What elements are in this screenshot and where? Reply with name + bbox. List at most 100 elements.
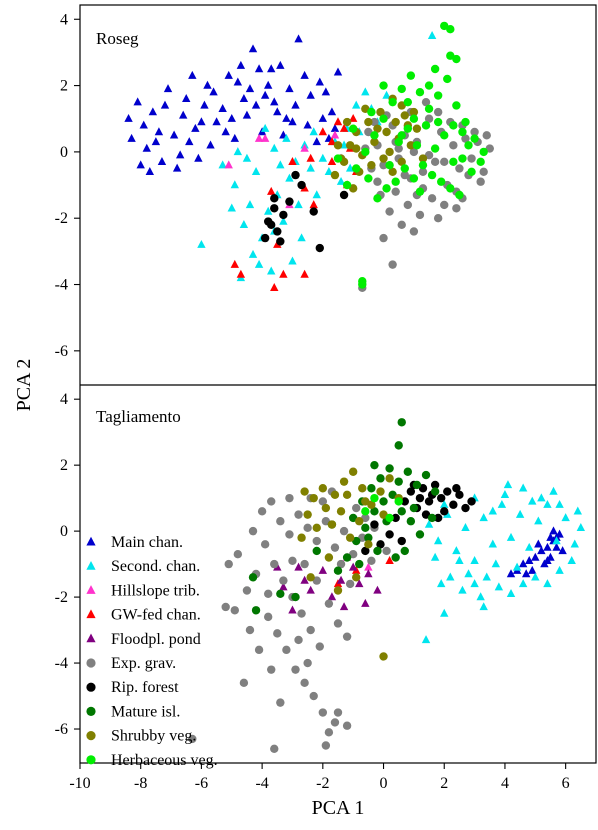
point-shrubby-veg [318,484,328,493]
point-second-chan [497,499,507,508]
point-shrubby-veg [379,652,388,661]
point-shrubby-veg [339,477,349,486]
point-herbaceous-veg [430,144,440,153]
point-shrubby-veg [333,586,343,595]
point-herbaceous-veg [367,107,376,117]
point-second-chan [440,608,449,617]
point-second-chan [567,556,576,564]
x-tick-label: 6 [562,775,570,792]
point-shrubby-veg [412,124,422,133]
point-main-chan [248,44,258,53]
point-rip-forest [270,204,279,213]
point-second-chan [531,572,540,581]
point-mature-isl [248,573,258,582]
point-shrubby-veg [382,127,391,137]
point-rip-forest [339,190,349,200]
point-herbaceous-veg [373,194,382,203]
point-main-chan [145,167,155,175]
point-second-chan [525,542,534,551]
point-main-chan [303,120,312,129]
x-axis: -10 -8 -6 -4 -2 0 2 4 6 [69,763,570,792]
point-rip-forest [452,484,461,493]
point-exp-grav [294,635,303,645]
point-second-chan [552,536,561,545]
point-exp-grav [421,97,431,107]
point-second-chan [446,572,455,581]
point-second-chan [470,556,479,564]
point-floodpl-pond [279,582,288,591]
point-exp-grav [303,658,312,668]
point-exp-grav [245,625,255,635]
point-main-chan [543,542,552,551]
point-second-chan [506,589,516,597]
point-shrubby-veg [409,107,419,117]
legend-label-exp-grav: Exp. grav. [111,655,176,672]
point-exp-grav [397,220,406,230]
x-tick-label: 4 [501,775,509,792]
point-exp-grav [300,559,309,569]
x-tick-label: -6 [195,775,208,792]
point-second-chan [437,579,446,588]
point-mature-isl [355,559,364,569]
point-shrubby-veg [336,507,346,516]
point-rip-forest [437,493,446,503]
point-main-chan [537,546,546,555]
point-exp-grav [373,177,382,186]
point-shrubby-veg [364,117,373,127]
y-axis-tagliamento: 4 2 0 -2 -4 -6 [55,391,80,738]
point-main-chan [273,107,282,116]
point-main-chan [157,157,167,166]
point-rip-forest [273,227,282,236]
point-exp-grav [385,207,394,216]
point-herbaceous-veg [418,160,428,170]
point-main-chan [179,110,188,119]
point-main-chan [160,100,170,109]
point-gw-fed-chan [236,269,246,278]
point-main-chan [543,556,552,564]
point-exp-grav [336,559,346,569]
y-axis-roseg: 4 2 0 -2 -4 -6 [55,11,80,360]
point-main-chan [251,100,261,109]
point-second-chan [279,216,288,225]
point-floodpl-pond [348,562,358,571]
point-main-chan [185,137,194,146]
point-second-chan [464,569,473,578]
point-gw-fed-chan [327,137,337,146]
point-exp-grav [440,157,449,167]
point-second-chan [470,579,479,588]
point-shrubby-veg [321,503,331,513]
point-herbaceous-veg [385,513,394,523]
point-rip-forest [279,210,288,220]
point-second-chan [479,513,488,522]
point-exp-grav [273,629,282,638]
point-shrubby-veg [297,533,306,542]
point-exp-grav [333,619,343,628]
point-floodpl-pond [294,562,303,571]
point-main-chan [163,84,173,93]
point-main-chan [206,140,215,149]
point-mature-isl [251,606,261,615]
point-herbaceous-veg [467,167,476,176]
point-second-chan [503,480,513,489]
point-exp-grav [342,632,352,641]
point-second-chan [427,31,437,40]
point-main-chan [236,60,246,69]
point-second-chan [312,190,321,199]
point-exp-grav [403,200,413,210]
point-floodpl-pond [361,598,370,607]
point-main-chan [552,542,561,551]
point-second-chan [282,133,291,142]
point-second-chan [518,579,528,588]
point-main-chan [127,133,136,142]
point-main-chan [227,113,236,122]
point-main-chan [306,90,315,99]
point-main-chan [194,153,203,162]
point-exp-grav [291,665,300,674]
legend-marker-second-chan [86,560,96,570]
point-shrubby-veg [342,490,352,500]
point-main-chan [124,113,133,122]
point-exp-grav [282,645,291,655]
point-second-chan [254,259,264,268]
point-second-chan [294,200,303,209]
y-tick-label: 2 [60,78,68,95]
